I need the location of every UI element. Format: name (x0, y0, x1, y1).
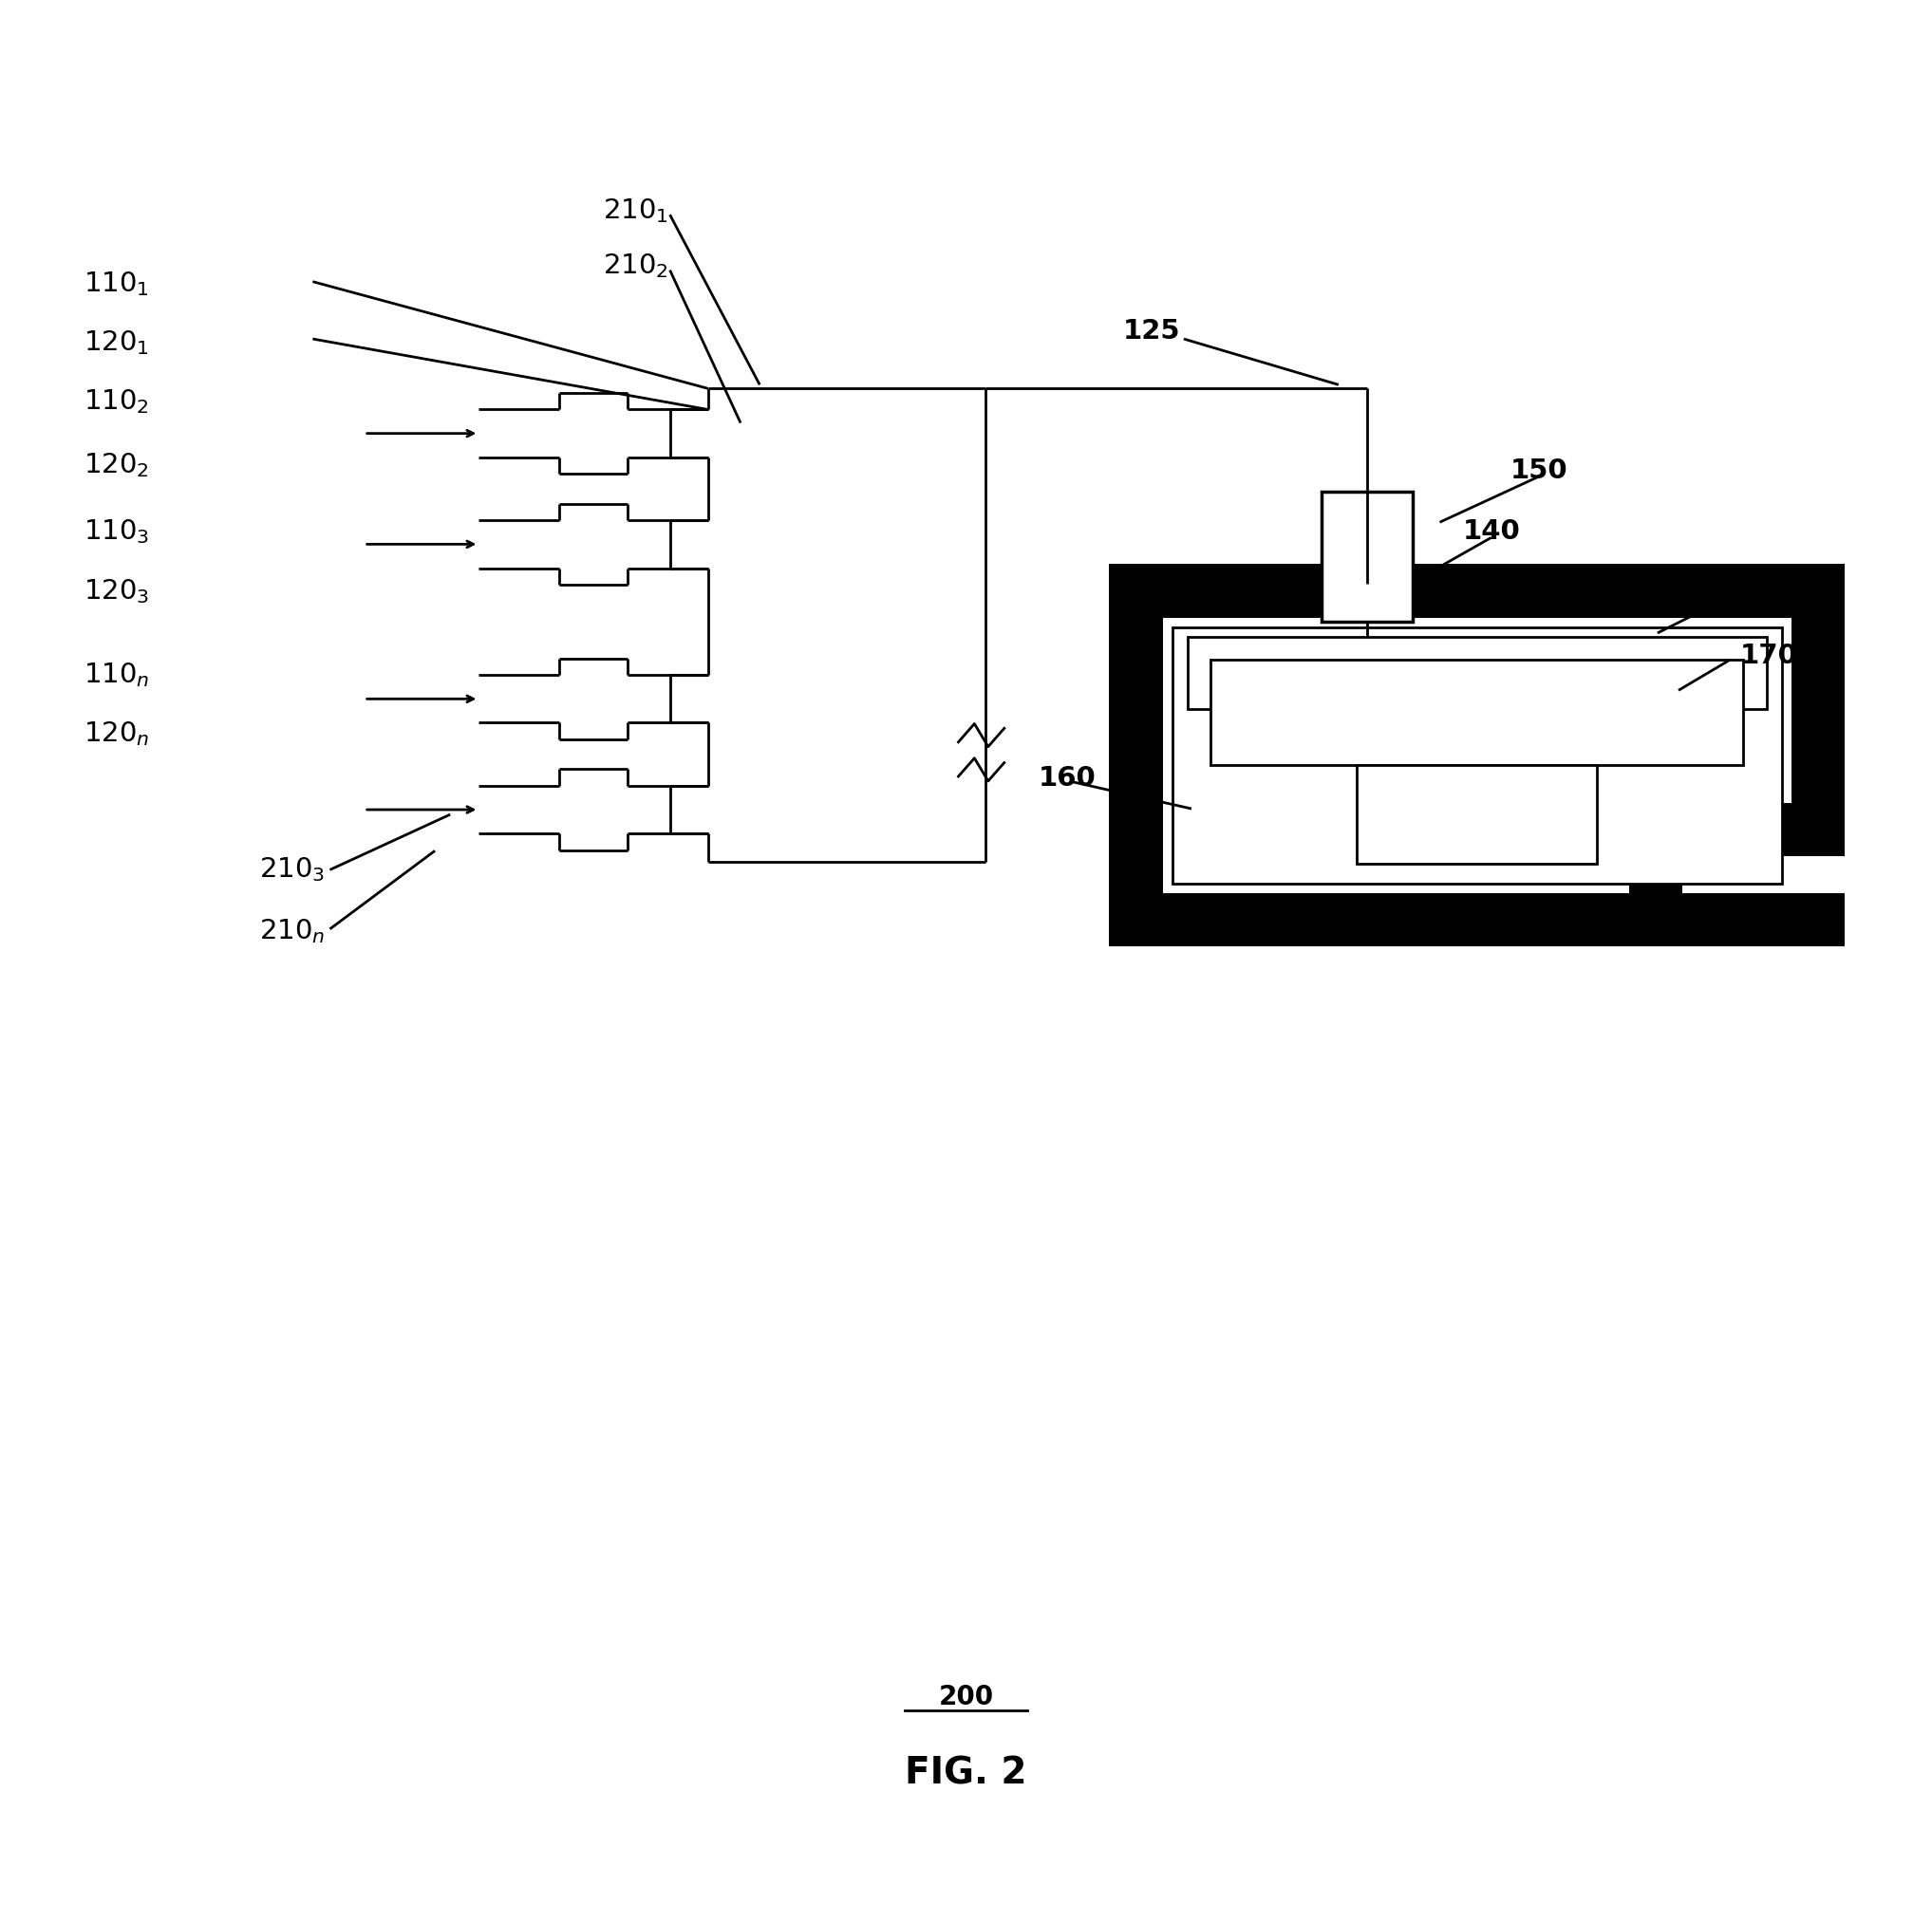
Bar (1109, 563, 1163, 946)
Text: $120_{3}$: $120_{3}$ (83, 577, 149, 606)
Bar (1109, 563, 1845, 617)
Text: 180: 180 (1109, 892, 1167, 919)
Bar (1629, 804, 1845, 856)
Text: $110_{2}$: $110_{2}$ (83, 388, 149, 415)
Bar (1109, 892, 1845, 946)
Text: FIG. 2: FIG. 2 (904, 1756, 1028, 1790)
Text: $120_{1}$: $120_{1}$ (83, 329, 149, 358)
Bar (1629, 804, 1683, 946)
Bar (1211, 660, 1743, 765)
Text: $120_{2}$: $120_{2}$ (83, 450, 149, 479)
Bar (1173, 627, 1781, 883)
Text: $110_{n}$: $110_{n}$ (83, 662, 149, 688)
Text: 200: 200 (939, 1683, 993, 1710)
Text: 190: 190 (1739, 579, 1797, 606)
Bar (1188, 637, 1766, 710)
Text: $110_{3}$: $110_{3}$ (83, 517, 149, 546)
Text: $210_{2}$: $210_{2}$ (603, 252, 668, 281)
Bar (1321, 492, 1412, 621)
Text: 170: 170 (1739, 642, 1797, 669)
Text: $210_{1}$: $210_{1}$ (603, 196, 668, 225)
Bar (1791, 563, 1845, 856)
Text: 140: 140 (1463, 519, 1520, 544)
Text: 150: 150 (1511, 458, 1569, 485)
Text: 125: 125 (1122, 317, 1180, 344)
Text: $120_{n}$: $120_{n}$ (83, 719, 149, 748)
Text: $110_{1}$: $110_{1}$ (83, 269, 149, 298)
Text: $210_{n}$: $210_{n}$ (259, 917, 325, 944)
Text: 160: 160 (1039, 765, 1095, 792)
Text: $210_{3}$: $210_{3}$ (259, 856, 325, 885)
Bar (1356, 765, 1598, 863)
